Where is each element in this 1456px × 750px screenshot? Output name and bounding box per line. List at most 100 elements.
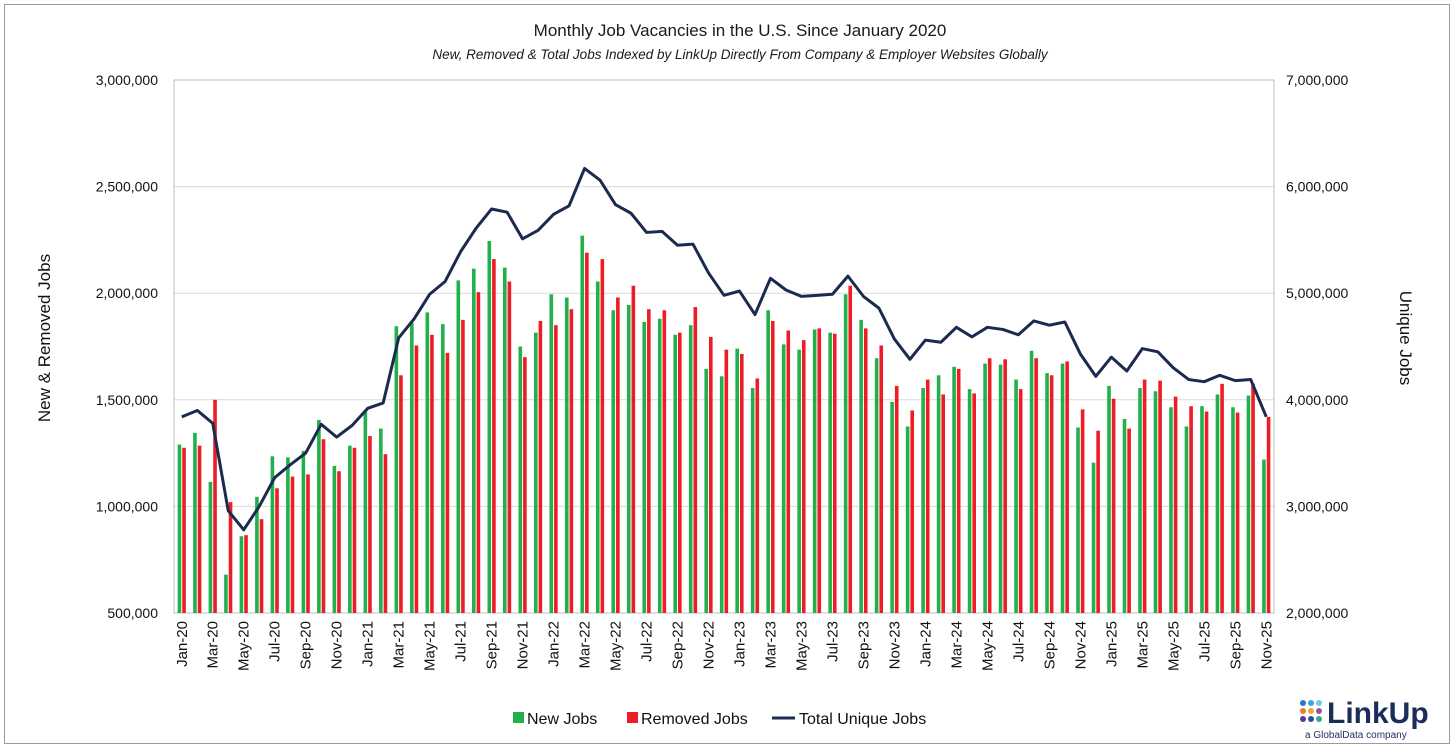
bar-new-jobs — [270, 456, 275, 613]
right-tick-label: 4,000,000 — [1286, 392, 1348, 408]
x-tick-label: Nov-24 — [1072, 621, 1089, 669]
bar-removed-jobs — [1080, 409, 1085, 613]
x-tick-label: Jan-20 — [174, 621, 191, 667]
bar-new-jobs — [998, 364, 1003, 613]
bar-removed-jobs — [290, 476, 295, 613]
x-tick-label: May-21 — [422, 621, 439, 671]
bar-removed-jobs — [1158, 380, 1162, 613]
bar-new-jobs — [797, 349, 801, 613]
left-tick-label: 2,000,000 — [96, 285, 158, 301]
x-tick-label: Jul-25 — [1196, 621, 1213, 662]
bar-new-jobs — [812, 329, 817, 613]
bar-removed-jobs — [554, 325, 558, 613]
right-tick-label: 3,000,000 — [1286, 498, 1348, 514]
bar-new-jobs — [224, 574, 228, 613]
bar-new-jobs — [472, 268, 476, 613]
bar-new-jobs — [301, 450, 306, 613]
bar-removed-jobs — [1018, 389, 1023, 613]
bar-new-jobs — [1014, 379, 1018, 613]
left-axis-ticks: 500,000 1,000,000 1,500,000 2,000,000 2,500,… — [96, 72, 159, 621]
bar-new-jobs — [502, 267, 507, 613]
right-tick-label: 5,000,000 — [1286, 285, 1348, 301]
bar-removed-jobs — [987, 358, 992, 613]
bar-removed-jobs — [244, 535, 248, 613]
bar-removed-jobs — [709, 336, 713, 613]
bar-new-jobs — [1107, 385, 1111, 613]
bar-removed-jobs — [1251, 383, 1255, 613]
bar-new-jobs — [1045, 373, 1049, 613]
bar-removed-jobs — [306, 474, 310, 613]
logo-dot — [1300, 700, 1306, 706]
x-tick-label: Mar-22 — [577, 621, 594, 669]
bar-new-jobs — [487, 240, 492, 613]
bar-removed-jobs — [786, 330, 791, 613]
bar-new-jobs — [1029, 350, 1034, 613]
bar-removed-jobs — [538, 320, 543, 613]
bar-new-jobs — [1184, 426, 1189, 613]
bar-removed-jobs — [925, 379, 930, 613]
bar-new-jobs — [905, 426, 910, 613]
x-tick-label: May-23 — [793, 621, 810, 671]
bar-removed-jobs — [1189, 406, 1193, 613]
chart-subtitle: New, Removed & Total Jobs Indexed by Lin… — [432, 47, 1049, 62]
bar-new-jobs — [1200, 406, 1204, 613]
x-tick-label: Mar-20 — [205, 621, 222, 669]
left-tick-label: 500,000 — [107, 605, 158, 621]
bar-removed-jobs — [507, 281, 512, 613]
bar-new-jobs — [1169, 407, 1173, 613]
left-tick-label: 1,000,000 — [96, 498, 158, 514]
bar-removed-jobs — [368, 436, 372, 613]
bar-removed-jobs — [523, 357, 527, 613]
bar-new-jobs — [363, 411, 368, 613]
bar-removed-jobs — [662, 310, 667, 613]
bar-removed-jobs — [228, 502, 233, 613]
bar-new-jobs — [394, 326, 399, 613]
bar-new-jobs — [564, 297, 569, 613]
plot-area — [173, 79, 1275, 614]
line-series — [181, 166, 1268, 532]
bar-removed-jobs — [445, 352, 450, 613]
bar-new-jobs — [208, 481, 213, 613]
bar-new-jobs — [379, 428, 383, 613]
bar-removed-jobs — [879, 345, 884, 613]
bar-removed-jobs — [770, 320, 775, 613]
bar-new-jobs — [1091, 462, 1096, 613]
x-tick-label: Nov-22 — [701, 621, 718, 669]
bar-removed-jobs — [848, 285, 853, 613]
bar-removed-jobs — [352, 447, 357, 613]
logo-dot — [1300, 708, 1306, 714]
bar-new-jobs — [1231, 407, 1235, 613]
bar-new-jobs — [688, 325, 693, 613]
bar-new-jobs — [611, 310, 616, 613]
bar-new-jobs — [843, 294, 848, 613]
bar-removed-jobs — [1049, 375, 1054, 613]
bar-removed-jobs — [1220, 383, 1224, 613]
bar-removed-jobs — [739, 353, 744, 613]
bar-new-jobs — [595, 281, 600, 613]
x-tick-label: Jul-22 — [639, 621, 656, 662]
x-tick-label: Mar-21 — [391, 621, 408, 669]
left-tick-label: 3,000,000 — [96, 72, 158, 88]
logo-tagline: a GlobalData company — [1305, 730, 1407, 741]
bar-removed-jobs — [755, 378, 760, 613]
logo-dot — [1316, 700, 1322, 706]
bar-removed-jobs — [693, 307, 698, 613]
bar-new-jobs — [626, 304, 631, 613]
x-tick-label: Jul-21 — [453, 621, 470, 662]
bar-new-jobs — [1153, 391, 1158, 613]
x-tick-label: May-25 — [1165, 621, 1182, 671]
bar-removed-jobs — [724, 349, 729, 613]
bar-removed-jobs — [600, 259, 605, 613]
bar-new-jobs — [1262, 459, 1266, 613]
x-tick-label: Jul-23 — [824, 621, 841, 662]
bar-new-jobs — [425, 312, 430, 613]
bar-removed-jobs — [1065, 361, 1069, 613]
x-tick-label: Mar-23 — [762, 621, 779, 669]
bar-removed-jobs — [1266, 416, 1271, 613]
bar-removed-jobs — [461, 319, 465, 613]
right-tick-label: 6,000,000 — [1286, 179, 1348, 195]
logo-dot — [1308, 708, 1314, 714]
x-tick-label: May-20 — [236, 621, 253, 671]
bar-new-jobs — [317, 420, 321, 613]
bar-removed-jobs — [817, 328, 822, 613]
